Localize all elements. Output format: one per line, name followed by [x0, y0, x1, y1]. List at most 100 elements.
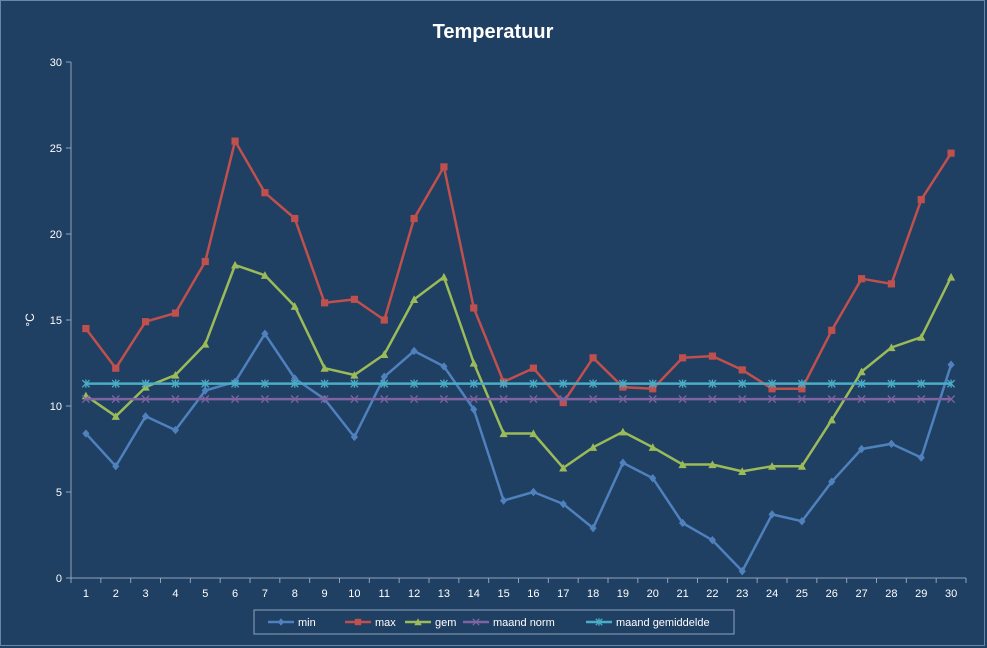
data-point: [260, 271, 270, 279]
data-point: [559, 463, 568, 472]
data-point: [559, 499, 567, 509]
data-point: [440, 362, 448, 371]
x-tick-label: 24: [766, 588, 778, 600]
data-point: [171, 309, 180, 317]
data-point: [499, 429, 508, 438]
x-tick-label: 1: [83, 588, 89, 600]
data-point: [917, 379, 926, 388]
legend-label: maand norm: [493, 617, 555, 629]
legend-box: [253, 609, 735, 635]
data-point: [678, 354, 687, 362]
data-point: [768, 395, 777, 404]
data-point: [768, 379, 777, 388]
y-axis-label: °C: [23, 313, 37, 327]
x-tick-label: 8: [292, 588, 298, 600]
data-point: [618, 427, 628, 436]
data-point: [589, 395, 598, 404]
series-line: [85, 263, 953, 473]
legend-swatch-marker: [414, 618, 422, 626]
data-point: [887, 439, 896, 449]
x-tick-label: 3: [143, 588, 149, 600]
data-point: [857, 379, 866, 388]
series-max: [82, 137, 955, 407]
data-point: [112, 462, 120, 471]
data-point: [827, 379, 836, 388]
data-point: [171, 395, 180, 404]
data-point: [290, 302, 299, 310]
data-point: [917, 333, 926, 341]
data-point: [469, 395, 478, 404]
data-point: [350, 295, 359, 303]
y-tick-label: 5: [56, 487, 62, 499]
data-point: [290, 395, 299, 404]
series-line: [84, 139, 953, 404]
x-tick-label: 5: [202, 588, 208, 600]
data-point: [857, 275, 866, 283]
data-point: [111, 412, 120, 420]
data-point: [350, 379, 359, 388]
data-point: [648, 395, 657, 404]
data-point: [649, 385, 657, 393]
data-point: [320, 364, 329, 372]
legend-swatch-marker: [472, 618, 480, 626]
data-point: [887, 280, 896, 288]
data-point: [798, 385, 806, 393]
data-point: [947, 395, 956, 404]
data-point: [141, 412, 150, 421]
data-point: [767, 462, 777, 470]
x-tick-label: 4: [172, 588, 178, 600]
x-tick-label: 7: [262, 588, 268, 600]
data-point: [410, 214, 418, 223]
data-point: [887, 379, 896, 388]
data-point: [350, 370, 359, 379]
data-point: [290, 379, 299, 388]
x-tick-label: 29: [915, 588, 927, 600]
data-point: [828, 326, 836, 334]
x-tick-label: 13: [438, 588, 450, 600]
data-point: [141, 379, 150, 388]
data-point: [141, 318, 150, 326]
data-point: [678, 518, 687, 528]
x-tick-label: 26: [826, 588, 838, 600]
data-point: [231, 379, 240, 388]
data-point: [261, 329, 269, 338]
data-point: [111, 379, 120, 388]
data-point: [82, 429, 90, 438]
x-tick-label: 2: [113, 588, 119, 600]
x-tick-label: 22: [706, 588, 718, 600]
data-point: [82, 325, 90, 333]
data-point: [588, 443, 598, 451]
data-point: [469, 379, 478, 388]
data-point: [81, 395, 90, 404]
legend-label: max: [375, 617, 396, 629]
data-point: [201, 395, 210, 404]
legend-item: min: [268, 617, 316, 629]
data-point: [439, 395, 448, 404]
data-point: [201, 386, 209, 395]
data-point: [470, 405, 478, 414]
data-point: [917, 196, 925, 204]
legend-swatch-marker: [354, 618, 362, 626]
data-point: [589, 379, 598, 388]
data-point: [171, 425, 180, 435]
y-tick-label: 25: [50, 143, 62, 155]
data-point: [81, 379, 90, 388]
data-point: [410, 379, 419, 388]
data-point: [738, 566, 746, 576]
data-point: [827, 395, 836, 404]
data-point: [171, 379, 180, 388]
x-tick-label: 23: [736, 588, 748, 600]
y-tick-label: 15: [50, 315, 62, 327]
x-tick-label: 9: [322, 588, 328, 600]
data-point: [708, 535, 717, 545]
data-point: [231, 137, 239, 145]
x-tick-label: 19: [617, 588, 629, 600]
x-tick-label: 14: [468, 588, 480, 600]
legend-item: gem: [405, 617, 456, 629]
legend: min max gem maand norm maand gemiddelde: [253, 609, 735, 635]
data-point: [499, 496, 508, 505]
data-point: [470, 304, 478, 312]
data-point: [887, 343, 896, 352]
